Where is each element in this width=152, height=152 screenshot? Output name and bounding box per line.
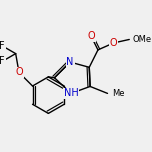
Text: O: O [87, 31, 95, 41]
Text: O: O [15, 67, 23, 78]
Text: NH: NH [64, 88, 78, 98]
Text: F: F [0, 56, 5, 66]
Text: OMe: OMe [133, 35, 152, 44]
Text: F: F [0, 41, 5, 51]
Text: N: N [66, 57, 74, 67]
Text: O: O [110, 38, 117, 48]
Text: Me: Me [112, 89, 124, 98]
